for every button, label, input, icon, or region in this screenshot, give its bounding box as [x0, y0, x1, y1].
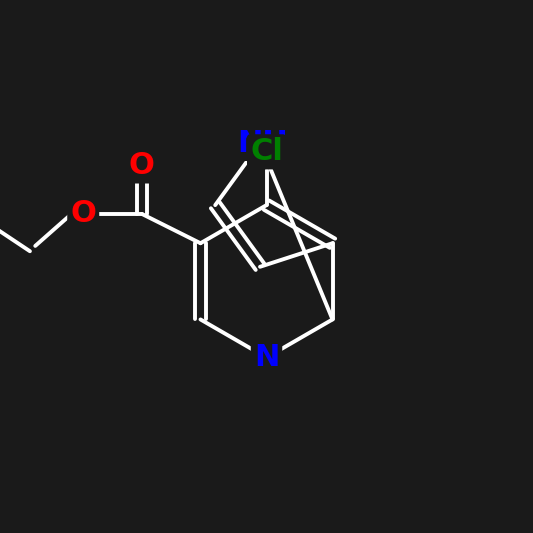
- Text: N: N: [254, 343, 279, 372]
- Text: O: O: [129, 151, 155, 181]
- Text: NH: NH: [237, 129, 288, 158]
- Text: Cl: Cl: [250, 138, 283, 166]
- Text: O: O: [70, 199, 96, 229]
